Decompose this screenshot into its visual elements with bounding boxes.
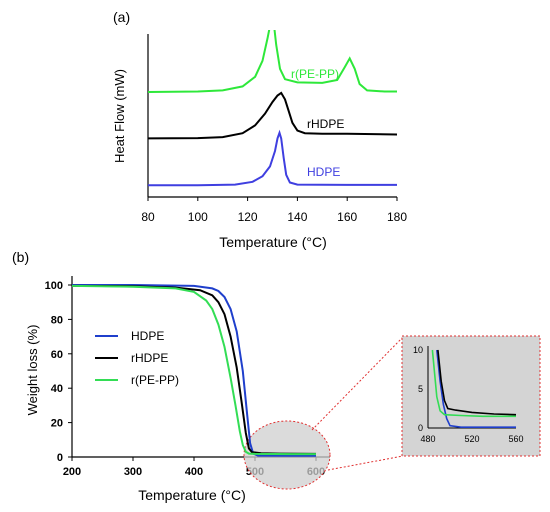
zoom-connector-top — [311, 336, 404, 431]
x-tick-label: 140 — [287, 210, 307, 224]
series-line-r-pe-pp — [72, 284, 316, 456]
panel-b-y-label: Weight loss (%) — [25, 325, 40, 416]
x-tick-label: 200 — [63, 466, 81, 478]
series-line-rhdpe — [72, 284, 317, 455]
inset-ticks: 480 520 560 0 5 10 — [413, 345, 524, 444]
panel-b-x-label: Temperature (°C) — [138, 487, 246, 503]
x-tick-label: 300 — [124, 466, 142, 478]
inset-series — [431, 349, 517, 428]
panel-a-series — [148, 30, 398, 187]
label-hdpe: HDPE — [307, 165, 340, 179]
y-tick-label: 100 — [45, 280, 63, 292]
label-rhdpe: rHDPE — [307, 117, 344, 131]
inset-x-tick-label: 520 — [464, 434, 479, 444]
zoom-connector-bottom — [327, 455, 404, 471]
x-tick-label: 100 — [188, 210, 208, 224]
y-tick-label: 40 — [51, 383, 63, 395]
y-tick-label: 80 — [51, 314, 63, 326]
x-tick-label: 400 — [185, 466, 203, 478]
panel-a-y-label: Heat Flow (mW) — [112, 69, 127, 163]
y-tick-label: 0 — [57, 452, 63, 464]
inset-y-tick-label: 5 — [418, 384, 423, 394]
panel-b-legend: HDPE rHDPE r(PE-PP) — [95, 329, 179, 387]
inset-x-tick-label: 480 — [420, 434, 435, 444]
inset-series-line-r-pe-pp — [431, 349, 516, 418]
legend-label-rhdpe: rHDPE — [131, 351, 168, 365]
series-line-rhdpe — [148, 91, 398, 140]
inset-x-tick-label: 560 — [508, 434, 523, 444]
inset-box — [401, 335, 541, 457]
panel-a-axes — [147, 34, 397, 198]
y-tick-label: 20 — [51, 418, 63, 430]
panel-a-x-label: Temperature (°C) — [219, 234, 327, 250]
x-tick-label: 180 — [387, 210, 407, 224]
panel-b-series — [72, 284, 317, 457]
legend-label-hdpe: HDPE — [131, 329, 164, 343]
legend-label-r-pe-pp: r(PE-PP) — [131, 373, 179, 387]
inset-y-tick-label: 0 — [418, 423, 423, 433]
panel-b-label: (b) — [12, 249, 29, 265]
label-r-pe-pp: r(PE-PP) — [291, 67, 339, 81]
inset-y-tick-label: 10 — [413, 345, 423, 355]
inset-series-line-rhdpe — [437, 349, 517, 416]
panel-a-label: (a) — [113, 9, 130, 25]
series-line-hdpe — [148, 129, 397, 187]
inset-series-line-hdpe — [436, 349, 516, 428]
x-tick-label: 80 — [141, 210, 155, 224]
y-tick-label: 60 — [51, 349, 63, 361]
x-tick-label: 120 — [238, 210, 258, 224]
panel-a-x-ticks: 80 100 120 140 160 180 — [141, 197, 407, 224]
x-tick-label: 160 — [337, 210, 357, 224]
series-line-hdpe — [72, 284, 316, 457]
series-line-r-pe-pp — [148, 30, 397, 93]
